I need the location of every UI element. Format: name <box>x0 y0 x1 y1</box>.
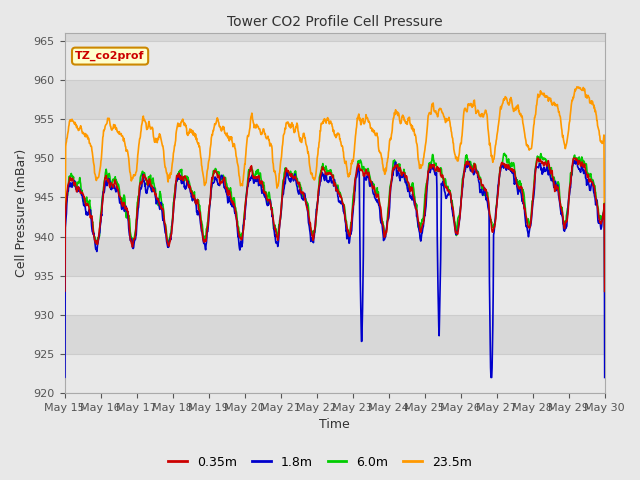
Title: Tower CO2 Profile Cell Pressure: Tower CO2 Profile Cell Pressure <box>227 15 442 29</box>
Bar <box>65 237 605 276</box>
Bar <box>65 197 605 237</box>
Y-axis label: Cell Pressure (mBar): Cell Pressure (mBar) <box>15 149 28 277</box>
Bar <box>65 41 605 80</box>
Legend: 0.35m, 1.8m, 6.0m, 23.5m: 0.35m, 1.8m, 6.0m, 23.5m <box>163 451 477 474</box>
Text: TZ_co2prof: TZ_co2prof <box>76 51 145 61</box>
Bar <box>65 276 605 315</box>
Bar <box>65 158 605 197</box>
Bar <box>65 354 605 393</box>
Bar <box>65 315 605 354</box>
Bar <box>65 80 605 119</box>
X-axis label: Time: Time <box>319 419 350 432</box>
Bar <box>65 119 605 158</box>
